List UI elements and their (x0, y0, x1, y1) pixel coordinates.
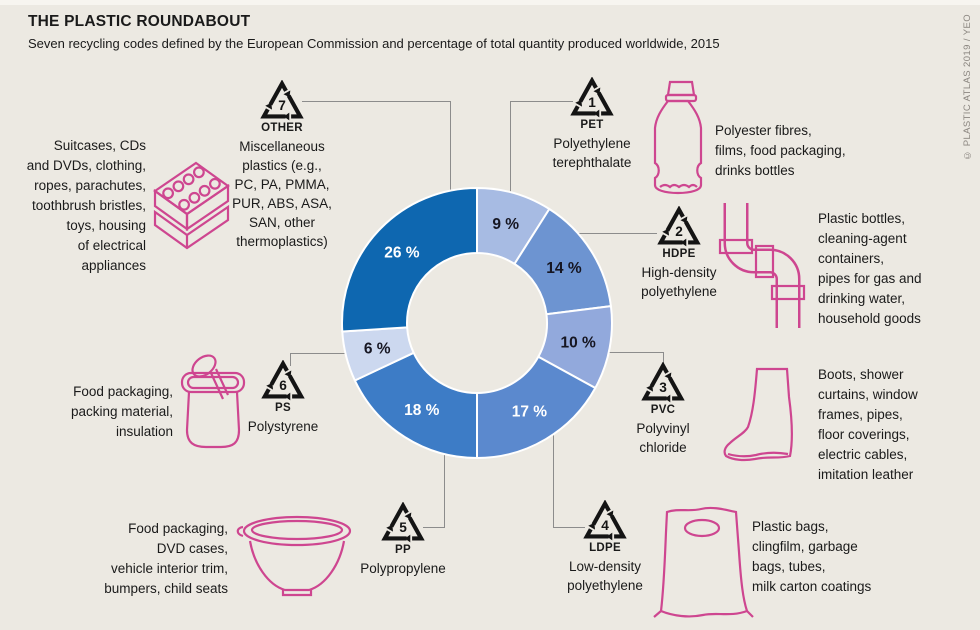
uses-pp: Food packaging, DVD cases, vehicle inter… (104, 521, 228, 596)
plastic-abbr-pp: PP (395, 544, 411, 556)
recycling-symbol-5-icon: 5 (380, 502, 426, 543)
uses-other: Suitcases, CDs and DVDs, clothing, ropes… (26, 138, 146, 273)
svg-text:2: 2 (675, 224, 683, 239)
callout-pp: 5 PP Polypropylene (343, 502, 463, 578)
callout-ps: 6 PS Polystyrene (221, 360, 345, 436)
percent-label-pet: 9 % (492, 216, 519, 233)
plastic-abbr-pvc: PVC (650, 404, 676, 416)
callout-pet: 1 PET Polyethylene terephthalate (532, 77, 652, 172)
percent-label-other: 26 % (384, 244, 420, 261)
plastic-name-pvc: Polyvinyl chloride (636, 421, 690, 455)
percent-label-pp: 18 % (404, 402, 440, 419)
drinks-bottle-illustration (653, 80, 703, 195)
callout-pvc: 3 PVC Polyvinyl chloride (601, 362, 725, 457)
uses-hdpe: Plastic bottles, cleaning-agent containe… (818, 211, 922, 326)
connector-line (609, 352, 664, 353)
svg-text:3: 3 (659, 380, 667, 395)
connector-line (423, 527, 445, 528)
plastic-name-pp: Polypropylene (360, 561, 446, 576)
svg-text:6: 6 (279, 378, 287, 393)
connector-line (290, 353, 291, 366)
connector-line (444, 454, 445, 528)
connector-line (578, 233, 657, 234)
percent-label-hdpe: 14 % (546, 260, 582, 277)
plastic-name-pet: Polyethylene terephthalate (552, 136, 632, 170)
svg-text:1: 1 (588, 95, 596, 110)
connector-line (290, 353, 346, 354)
connector-line (663, 352, 664, 364)
svg-text:7: 7 (278, 98, 286, 113)
plastic-name-ldpe: Low-density polyethylene (567, 559, 643, 593)
page-title: THE PLASTIC ROUNDABOUT (28, 13, 251, 30)
uses-ldpe: Plastic bags, clingfilm, garbage bags, t… (752, 519, 872, 594)
plastic-abbr-pet: PET (580, 119, 604, 131)
callout-hdpe: 2 HDPE High-density polyethylene (619, 206, 739, 301)
plastic-abbr-ldpe: LDPE (589, 542, 621, 554)
top-border (0, 0, 980, 5)
callout-other: 7 OTHER Miscellaneous plastics (e.g., PC… (217, 80, 347, 251)
plastic-abbr-other: OTHER (261, 122, 303, 134)
plastic-name-ps: Polystyrene (247, 419, 319, 434)
page-subtitle: Seven recycling codes defined by the Eur… (28, 36, 720, 51)
connector-line (510, 101, 573, 102)
callout-ldpe: 4 LDPE Low-density polyethylene (545, 500, 665, 595)
connector-line (553, 435, 554, 528)
plastic-name-other: Miscellaneous plastics (e.g., PC, PA, PM… (232, 139, 332, 249)
plastic-abbr-ps: PS (275, 402, 291, 414)
bowl-illustration (236, 515, 352, 597)
connector-line (553, 527, 585, 528)
connector-line (302, 101, 451, 102)
boot-illustration (723, 367, 793, 462)
svg-text:4: 4 (601, 518, 609, 533)
recycling-symbol-2-icon: 2 (656, 206, 702, 247)
plastic-abbr-hdpe: HDPE (662, 248, 696, 260)
percent-label-ldpe: 17 % (512, 404, 548, 421)
uses-ps: Food packaging, packing material, insula… (70, 384, 173, 439)
connector-line (510, 101, 511, 193)
recycling-symbol-1-icon: 1 (569, 77, 615, 118)
percent-label-ps: 6 % (364, 341, 391, 358)
donut-chart: 9 % 14 % 10 % 17 % 18 % 6 % 26 % (341, 187, 613, 459)
percent-label-pvc: 10 % (561, 334, 597, 351)
svg-text:5: 5 (399, 520, 407, 535)
recycling-symbol-7-icon: 7 (259, 80, 305, 121)
recycling-symbol-4-icon: 4 (582, 500, 628, 541)
plastic-name-hdpe: High-density polyethylene (641, 265, 717, 299)
connector-line (450, 101, 451, 191)
credit-text: © PLASTIC ATLAS 2019 / YEO (962, 14, 973, 161)
donut-segment-other (341, 187, 478, 333)
uses-pvc: Boots, shower curtains, window frames, p… (818, 367, 918, 482)
recycling-symbol-6-icon: 6 (260, 360, 306, 401)
plastic-bag-illustration (653, 506, 754, 618)
uses-pet: Polyester fibres, films, food packaging,… (715, 123, 846, 178)
recycling-symbol-3-icon: 3 (640, 362, 686, 403)
